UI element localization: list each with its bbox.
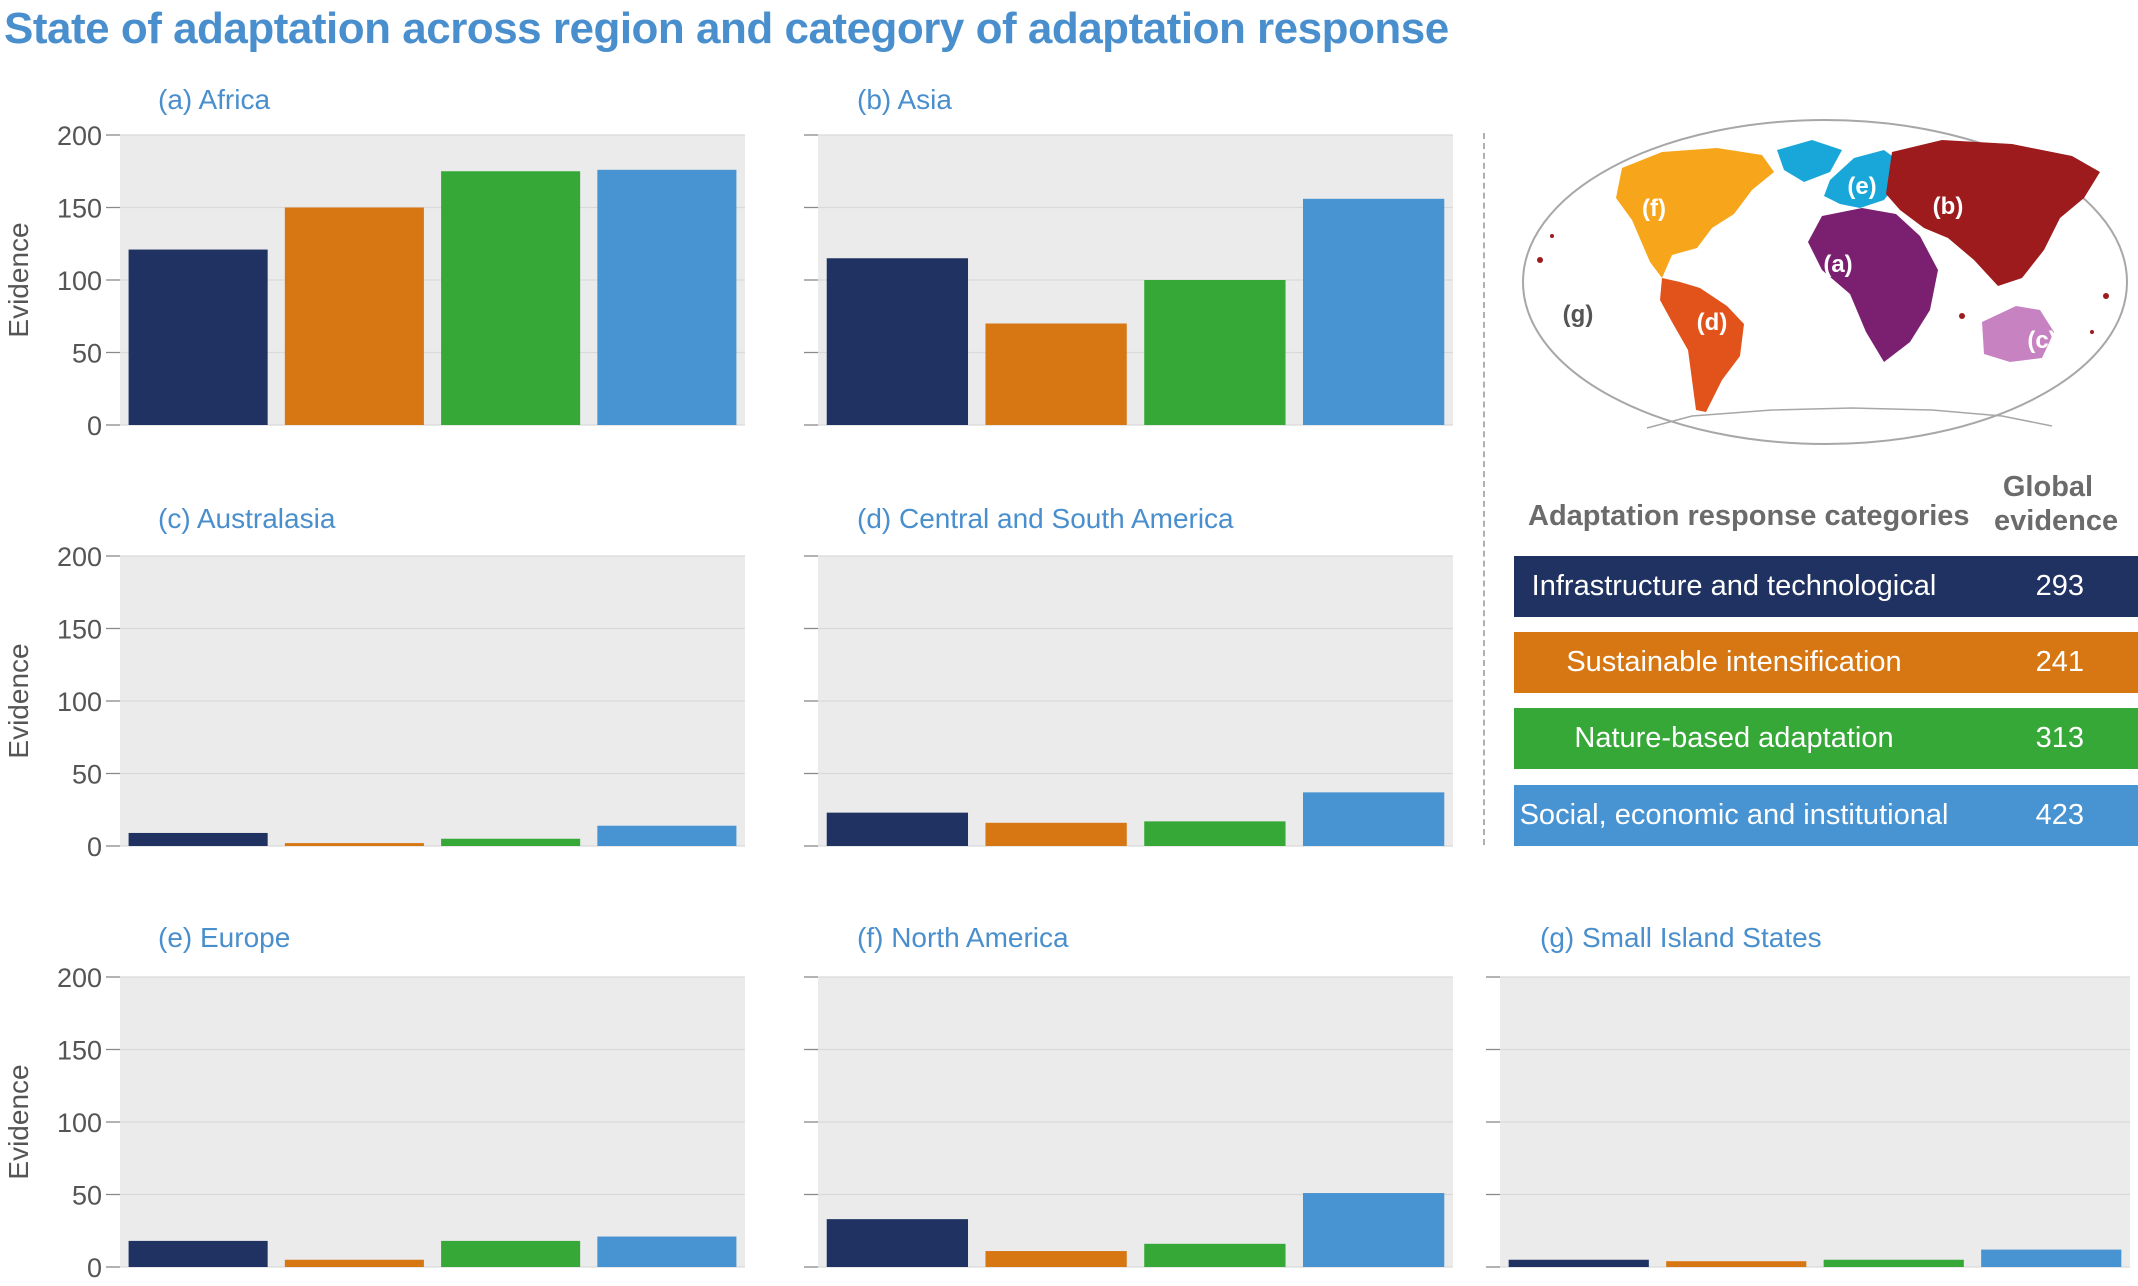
bar <box>1666 1261 1807 1267</box>
bar <box>826 258 969 425</box>
global-evidence-heading: Global evidence <box>1994 471 2119 537</box>
bar <box>441 838 581 846</box>
y-tick-label: 150 <box>57 194 102 224</box>
legend-label: Nature-based adaptation <box>1574 722 1894 754</box>
bar <box>597 825 737 846</box>
bar <box>1302 198 1445 425</box>
figure-title: State of adaptation across region and ca… <box>4 4 1449 53</box>
map-label-e: (e) <box>1847 173 1876 200</box>
bar <box>128 249 268 425</box>
y-tick-label: 0 <box>87 1253 102 1283</box>
bar <box>597 169 737 425</box>
bar <box>1302 1193 1445 1267</box>
map-region-africa <box>1808 208 1938 362</box>
bar <box>985 822 1127 846</box>
bar <box>1508 1259 1649 1267</box>
bar <box>1302 792 1445 846</box>
legend-row-nature: Nature-based adaptation 313 <box>1514 708 2138 769</box>
y-tick-label: 0 <box>87 411 102 441</box>
y-tick-label: 0 <box>87 832 102 862</box>
y-tick-label: 100 <box>57 1108 102 1138</box>
map-label-a: (a) <box>1823 251 1852 278</box>
legend-label: Infrastructure and technological <box>1531 570 1937 602</box>
panel-title-north-america: (f) North America <box>857 922 1069 953</box>
y-tick-label: 200 <box>57 542 102 572</box>
bar <box>284 1259 424 1267</box>
legend-heading: Adaptation response categories <box>1528 500 1970 532</box>
legend-row-sustainable: Sustainable intensification 241 <box>1514 632 2138 693</box>
bar <box>441 1240 581 1267</box>
map-label-f: (f) <box>1642 195 1666 222</box>
y-tick-label: 50 <box>72 760 102 790</box>
panel-title-asia: (b) Asia <box>857 84 952 115</box>
y-axis-label: Evidence <box>3 1064 34 1179</box>
map-region-antarctica <box>1646 407 2053 429</box>
legend-value: 241 <box>2035 646 2084 678</box>
y-tick-label: 150 <box>57 615 102 645</box>
legend-row-infrastructure: Infrastructure and technological 293 <box>1514 556 2138 617</box>
panel-title-europe: (e) Europe <box>158 922 291 953</box>
bar <box>1823 1259 1964 1267</box>
y-tick-label: 50 <box>72 1181 102 1211</box>
bar <box>826 812 969 846</box>
y-tick-label: 200 <box>57 963 102 993</box>
map-region-greenland <box>1777 140 1842 182</box>
y-tick-label: 150 <box>57 1036 102 1066</box>
bar <box>826 1219 969 1267</box>
y-tick-label: 50 <box>72 339 102 369</box>
map-label-d: (d) <box>1697 309 1728 336</box>
map-region-south-america <box>1660 278 1744 412</box>
world-map: (f) (e) (b) (a) (d) (c) (g) <box>1522 119 2128 445</box>
legend-value: 423 <box>2035 799 2084 831</box>
map-label-b: (b) <box>1933 193 1964 220</box>
y-tick-label: 100 <box>57 266 102 296</box>
map-label-g: (g) <box>1563 301 1594 328</box>
y-tick-label: 100 <box>57 687 102 717</box>
map-region-asia <box>1886 140 2100 286</box>
legend-label: Sustainable intensification <box>1566 646 1902 678</box>
y-axis-label: Evidence <box>3 643 34 758</box>
bar <box>128 1240 268 1267</box>
legend-row-social: Social, economic and institutional 423 <box>1514 785 2138 846</box>
legend-value: 293 <box>2035 570 2084 602</box>
y-tick-label: 200 <box>57 121 102 151</box>
bar <box>1144 1243 1286 1267</box>
bar <box>284 843 424 846</box>
dashed-divider <box>1483 133 1485 845</box>
y-axis-label: Evidence <box>3 222 34 337</box>
panel-title-small-island-states: (g) Small Island States <box>1540 922 1822 953</box>
bar <box>128 832 268 846</box>
map-region-north-america <box>1616 148 1774 278</box>
map-label-c: (c) <box>2027 327 2056 354</box>
bar <box>985 323 1127 425</box>
map-region-europe <box>1824 150 1900 208</box>
panel-title-central-south-america: (d) Central and South America <box>857 503 1234 534</box>
bar <box>1981 1249 2122 1267</box>
bar <box>441 171 581 425</box>
legend-value: 313 <box>2035 722 2084 754</box>
map-region-australasia <box>1982 306 2054 362</box>
panel-title-australasia: (c) Australasia <box>158 503 336 534</box>
bar <box>597 1236 737 1267</box>
bar <box>284 207 424 425</box>
bar <box>985 1251 1127 1267</box>
panel-title-africa: (a) Africa <box>158 84 271 115</box>
bar <box>1144 280 1286 425</box>
bar <box>1144 821 1286 846</box>
legend-label: Social, economic and institutional <box>1519 799 1949 831</box>
